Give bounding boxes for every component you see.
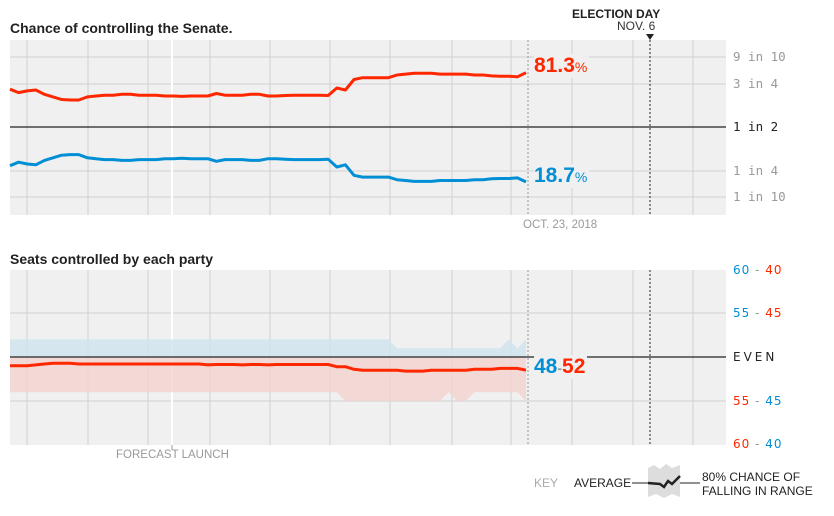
seats-chart-title: Seats controlled by each party xyxy=(10,251,214,267)
legend-key-label: KEY xyxy=(534,476,559,490)
y-tick-3in4: 3 in 4 xyxy=(733,76,779,91)
y-tick-1in2: 1 in 2 xyxy=(733,119,779,134)
election-day-label: ELECTION DAY xyxy=(572,7,661,21)
seat-tick-55-45-rep: 55 - 45 xyxy=(733,394,783,408)
dem-probability-label: 18.7% xyxy=(534,164,590,188)
legend-range-swatch-icon xyxy=(648,464,680,498)
rep-probability-label: 81.3% xyxy=(534,54,590,78)
legend-range-label: 80% CHANCE OF FALLING IN RANGE xyxy=(702,470,813,498)
election-date-label: NOV. 6 xyxy=(617,19,656,33)
seat-split-label: 48-52 xyxy=(534,355,588,379)
seat-tick-60-40-dem: 60 - 40 xyxy=(733,263,783,277)
seat-tick-60-40-rep: 60 - 40 xyxy=(733,437,783,451)
y-tick-1in10: 1 in 10 xyxy=(733,189,786,204)
y-tick-9in10: 9 in 10 xyxy=(733,49,786,64)
rep-probability-line xyxy=(9,71,527,102)
dem-seats-value: 48 xyxy=(534,355,558,378)
forecast-launch-label: FORECAST LAUNCH xyxy=(116,449,229,461)
legend-average-line-icon xyxy=(647,475,681,489)
legend-average-label: AVERAGE xyxy=(574,476,632,490)
election-day-marker-icon xyxy=(646,34,654,40)
seat-tick-even: EVEN xyxy=(733,350,778,364)
today-date-label: OCT. 23, 2018 xyxy=(523,219,598,231)
dem-probability-line xyxy=(9,153,527,184)
dem-seat-range-band xyxy=(10,339,526,357)
rep-seats-average-line xyxy=(10,361,527,373)
y-tick-1in4: 1 in 4 xyxy=(733,163,779,178)
chance-chart-title: Chance of controlling the Senate. xyxy=(10,20,233,36)
rep-seat-range-band xyxy=(10,357,526,401)
seat-tick-55-45-dem: 55 - 45 xyxy=(733,306,783,320)
rep-seats-value: 52 xyxy=(562,355,586,378)
